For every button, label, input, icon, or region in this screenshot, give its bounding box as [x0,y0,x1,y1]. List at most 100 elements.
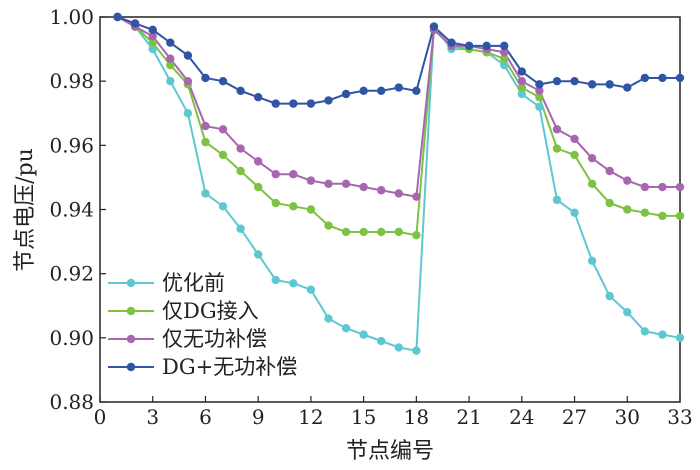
data-point [640,208,650,217]
data-point [517,67,527,76]
data-point [253,157,263,166]
data-point [552,125,562,134]
data-point [552,195,562,205]
x-tick-label: 9 [252,405,265,429]
data-point [658,73,667,83]
legend-marker [126,278,136,288]
legend-label: 优化前 [162,271,225,295]
x-tick-label: 6 [199,405,212,429]
data-point [130,19,140,28]
data-point [605,166,614,176]
data-point [587,153,597,163]
data-point [271,170,280,179]
data-point [359,330,368,339]
y-tick-label: 0.92 [49,262,94,286]
data-point [166,60,175,70]
data-point [253,250,263,259]
x-tick-label: 15 [351,405,376,429]
data-point [535,80,544,89]
x-tick-label: 12 [298,405,323,429]
data-point [623,83,632,92]
x-tick-label: 33 [667,405,692,429]
data-point [587,80,597,89]
data-point [517,89,527,99]
data-point [377,186,386,195]
data-point [623,205,632,214]
data-point [359,182,368,192]
data-point [271,99,280,108]
data-point [447,38,456,47]
x-tick-label: 18 [404,405,429,429]
x-tick-label: 0 [94,405,107,429]
data-point [341,324,351,333]
legend-marker [126,306,136,316]
data-point [517,76,527,86]
data-point [183,109,193,118]
data-point [201,137,210,147]
data-point [218,125,228,134]
data-point [253,93,263,102]
data-point [570,150,579,160]
data-point [183,51,193,60]
data-point [341,179,351,189]
data-point [236,144,245,153]
data-point [183,76,193,86]
data-point [306,285,316,294]
data-point [412,192,421,201]
data-point [341,227,351,237]
data-point [394,343,403,352]
data-point [359,227,368,237]
data-point [324,221,333,230]
data-point [148,44,157,54]
data-point [148,32,157,41]
data-point [640,73,650,83]
data-point [271,198,280,208]
data-point [236,224,245,233]
legend-label: 仅DG接入 [162,299,259,323]
data-point [412,346,421,355]
data-point [236,86,245,95]
data-point [605,291,614,301]
data-point [675,333,685,343]
y-tick-label: 0.94 [49,198,94,222]
data-point [500,48,509,57]
data-point [605,198,614,208]
x-tick-label: 21 [456,405,481,429]
data-point [658,211,667,221]
data-point [359,86,368,95]
x-tick-label: 24 [509,405,534,429]
data-point [552,144,562,153]
data-point [675,182,685,192]
data-point [166,76,175,86]
data-point [166,38,175,47]
data-point [623,176,632,185]
x-tick-label: 27 [562,405,587,429]
series-points [113,12,685,355]
data-point [306,99,316,108]
data-point [324,96,333,105]
axis-ticks: 0 3 6 9 12 15 18 21 24 27 30 33 0.88 0.90 0.92 0.94 0.96… [49,5,692,429]
data-point [552,76,562,86]
data-point [148,25,157,35]
data-point [587,256,597,266]
data-point [658,330,667,339]
y-tick-label: 0.96 [49,133,94,157]
data-point [482,41,491,51]
data-point [658,182,667,192]
data-point [236,166,245,176]
data-point [517,83,527,92]
data-point [324,314,333,323]
data-point [218,150,228,160]
data-point [500,54,509,63]
data-point [113,12,122,22]
series-line-2 [117,16,680,198]
data-point [535,102,544,112]
data-point [148,38,157,47]
data-point [394,189,403,198]
y-tick-label: 0.90 [49,326,94,350]
y-tick-label: 1.00 [49,5,94,29]
data-point [324,179,333,189]
x-axis-label: 节点编号 [346,439,434,464]
data-point [535,93,544,102]
